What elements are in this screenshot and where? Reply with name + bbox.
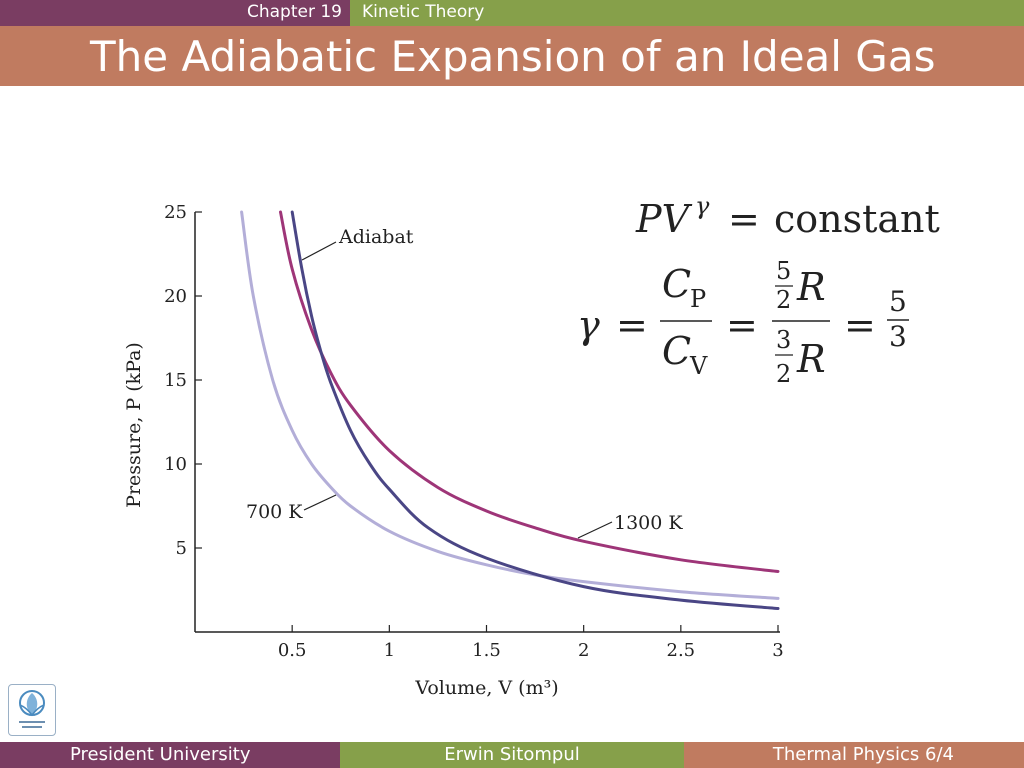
half5-num: 5 bbox=[776, 257, 791, 285]
isotherm-700-leader bbox=[303, 494, 337, 511]
isotherm-1300-leader bbox=[577, 521, 613, 539]
y-tick-label: 20 bbox=[164, 286, 187, 307]
gamma-equals-3: = bbox=[844, 303, 876, 347]
cv-sub: V bbox=[689, 352, 708, 380]
gamma-equals-1: = bbox=[616, 303, 648, 347]
header-left-band: Chapter 19 bbox=[0, 0, 350, 26]
cp-sub: P bbox=[690, 285, 706, 313]
curve-1300-k bbox=[279, 210, 780, 573]
eq1-lhs: PV bbox=[635, 197, 693, 241]
curve-700-k bbox=[240, 210, 780, 600]
x-ticks: 0.5 1 1.5 2 2.5 3 bbox=[278, 625, 784, 661]
logo-graphic bbox=[19, 690, 45, 728]
x-tick-label: 1.5 bbox=[472, 640, 501, 661]
footer-author: Erwin Sitompul bbox=[444, 744, 580, 765]
half3-den: 2 bbox=[776, 360, 791, 388]
footer-left: President University bbox=[0, 742, 340, 768]
x-tick-label: 0.5 bbox=[278, 640, 307, 661]
y-tick-label: 15 bbox=[164, 370, 187, 391]
half3-num: 3 bbox=[776, 326, 791, 354]
isotherm-700-label: 700 K bbox=[246, 501, 303, 523]
half5-den: 2 bbox=[776, 286, 791, 314]
eq1-equals: = bbox=[728, 197, 760, 241]
footer-course: Thermal Physics 6/4 bbox=[772, 744, 954, 765]
x-axis-label: Volume, V (m³) bbox=[414, 677, 558, 699]
isotherm-1300-label: 1300 K bbox=[614, 512, 683, 534]
equation-gamma: γ = C P C V = 5 2 R 3 2 R = 5 3 bbox=[577, 257, 909, 388]
curve-adiabat bbox=[290, 210, 780, 610]
half3-r: R bbox=[796, 337, 826, 381]
title-bar: The Adiabatic Expansion of an Ideal Gas bbox=[0, 26, 1024, 86]
eq1-rhs: constant bbox=[774, 197, 940, 241]
y-axis-label: Pressure, P (kPa) bbox=[123, 342, 145, 508]
footer-right: Thermal Physics 6/4 bbox=[684, 742, 1024, 768]
eq1-exponent: γ bbox=[695, 192, 710, 220]
pv-chart: 5 10 15 20 25 0.5 1 1.5 2 2.5 3 Volume, V (m³) Pr… bbox=[123, 202, 784, 699]
x-tick-label: 2 bbox=[578, 640, 589, 661]
gamma-equals-2: = bbox=[726, 303, 758, 347]
gamma-symbol: γ bbox=[577, 303, 600, 347]
adiabat-label: Adiabat bbox=[338, 226, 414, 248]
x-tick-label: 1 bbox=[384, 640, 395, 661]
half5-r: R bbox=[796, 265, 826, 309]
president-university-logo-icon bbox=[8, 684, 56, 736]
y-tick-label: 10 bbox=[164, 454, 187, 475]
chapter-number: Chapter 19 bbox=[246, 2, 342, 22]
slide-content: 5 10 15 20 25 0.5 1 1.5 2 2.5 3 Volume, V (m³) Pr… bbox=[0, 86, 1024, 742]
slide-title: The Adiabatic Expansion of an Ideal Gas bbox=[90, 32, 936, 81]
header-right-band: Kinetic Theory bbox=[350, 0, 1024, 26]
footer-bar: President University Erwin Sitompul Ther… bbox=[0, 742, 1024, 768]
y-tick-label: 5 bbox=[176, 538, 187, 559]
cv-c: C bbox=[662, 329, 691, 373]
chapter-title: Kinetic Theory bbox=[362, 2, 485, 22]
result-den: 3 bbox=[889, 320, 907, 353]
footer-university: President University bbox=[70, 744, 251, 765]
adiabat-leader bbox=[301, 241, 337, 261]
equation-adiabatic-law: PV γ = constant bbox=[635, 192, 940, 241]
y-ticks: 5 10 15 20 25 bbox=[164, 202, 202, 559]
y-tick-label: 25 bbox=[164, 202, 187, 223]
x-tick-label: 2.5 bbox=[667, 640, 696, 661]
cp-c: C bbox=[662, 262, 691, 306]
result-num: 5 bbox=[889, 285, 907, 318]
curves bbox=[240, 210, 780, 610]
footer-center: Erwin Sitompul bbox=[340, 742, 684, 768]
header-bar: Chapter 19 Kinetic Theory bbox=[0, 0, 1024, 26]
x-tick-label: 3 bbox=[772, 640, 783, 661]
